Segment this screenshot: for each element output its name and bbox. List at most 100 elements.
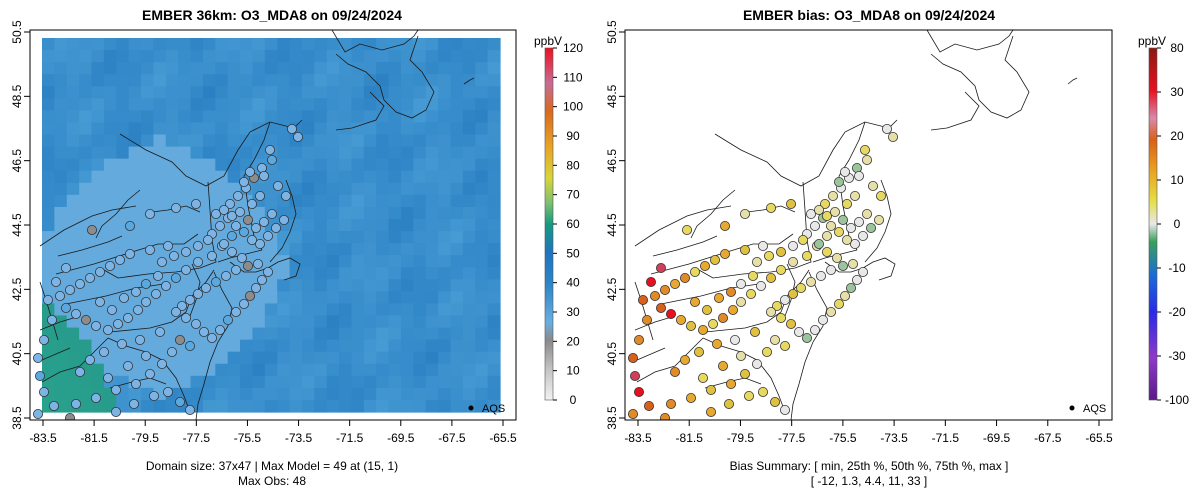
bias-site-marker <box>780 294 791 305</box>
model-grid-cell <box>79 327 93 341</box>
model-grid-cell <box>438 363 452 377</box>
model-grid-cell <box>425 86 439 99</box>
model-grid-cell <box>388 38 402 51</box>
model-grid-cell <box>413 375 427 389</box>
model-grid-cell <box>462 243 476 256</box>
model-grid-cell <box>289 146 303 160</box>
model-grid-cell <box>252 303 266 317</box>
site-marker <box>130 286 141 297</box>
model-grid-cell <box>400 339 414 353</box>
bias-site-marker <box>748 270 759 281</box>
model-grid-cell <box>128 206 142 220</box>
site-marker <box>184 340 195 351</box>
model-grid-cell <box>487 218 501 232</box>
model-grid-cell <box>264 122 278 136</box>
bias-site-marker <box>682 224 693 235</box>
model-grid-cell <box>487 327 501 341</box>
site-marker <box>33 352 44 363</box>
x-tick-label: -65.5 <box>1085 431 1113 445</box>
model-grid-cell <box>277 134 291 148</box>
model-grid-cell <box>103 62 117 75</box>
model-grid-cell <box>289 38 303 51</box>
bias-site-marker <box>758 240 769 251</box>
model-grid-cell <box>178 98 192 111</box>
model-grid-cell <box>487 50 501 63</box>
site-marker <box>256 274 267 285</box>
site-marker <box>87 224 98 235</box>
bias-site-marker <box>850 190 861 201</box>
model-grid-cell <box>202 267 216 280</box>
model-grid-cell <box>388 134 402 148</box>
model-grid-cell <box>165 327 179 341</box>
model-grid-cell <box>227 50 241 63</box>
model-grid-cell <box>314 387 328 401</box>
model-grid-cell <box>388 62 402 75</box>
model-grid-cell <box>66 206 80 220</box>
model-grid-cell <box>79 375 93 389</box>
model-grid-cell <box>79 62 93 75</box>
model-grid-cell <box>178 170 192 184</box>
right-aqs-legend-dot <box>1069 405 1075 411</box>
model-grid-cell <box>326 170 340 184</box>
model-grid-cell <box>153 86 167 99</box>
model-grid-cell <box>363 363 377 377</box>
site-marker <box>125 220 136 231</box>
site-marker <box>39 386 50 397</box>
model-grid-cell <box>462 86 476 99</box>
site-marker <box>244 290 255 301</box>
model-grid-cell <box>264 315 278 329</box>
site-marker <box>35 370 46 381</box>
model-grid-cell <box>190 134 204 148</box>
model-grid-cell <box>475 315 489 329</box>
site-marker <box>218 238 229 249</box>
bias-site-marker <box>676 314 687 325</box>
y-tick-label: 42.5 <box>10 277 24 301</box>
y-tick-label: 44.5 <box>605 213 619 237</box>
model-grid-cell <box>363 315 377 329</box>
left-x-axis: -83.5 -81.5 -79.5 -77.5 -75.5 -73.5 -71.5 -69.5… <box>29 420 517 445</box>
model-grid-cell <box>326 255 340 268</box>
model-grid-cell <box>103 194 117 208</box>
site-marker <box>264 144 275 155</box>
model-grid-cell <box>240 86 254 99</box>
model-grid-cell <box>462 122 476 136</box>
model-grid-cell <box>215 182 229 196</box>
model-grid-cell <box>215 146 229 160</box>
model-grid-cell <box>363 267 377 280</box>
model-grid-cell <box>202 122 216 136</box>
colorbar-tick-label: 50 <box>566 246 580 260</box>
bias-site-marker <box>814 204 825 215</box>
model-grid-cell <box>91 158 105 172</box>
site-marker <box>200 282 211 293</box>
bias-site-marker <box>772 300 783 311</box>
model-grid-cell <box>79 255 93 268</box>
model-grid-cell <box>153 74 167 87</box>
model-grid-cell <box>103 170 117 184</box>
site-marker <box>170 306 181 317</box>
model-grid-cell <box>425 291 439 305</box>
model-grid-cell <box>202 363 216 377</box>
model-grid-cell <box>42 158 55 172</box>
model-grid-cell <box>141 38 155 51</box>
model-grid-cell <box>141 98 155 111</box>
site-marker <box>144 244 155 255</box>
model-grid-cell <box>363 218 377 232</box>
x-tick-label: -83.5 <box>624 431 652 445</box>
model-grid-cell <box>215 291 229 305</box>
model-grid-cell <box>165 146 179 160</box>
model-grid-cell <box>487 146 501 160</box>
model-grid-cell <box>450 134 464 148</box>
x-tick-label: -83.5 <box>29 431 57 445</box>
site-marker <box>119 292 130 303</box>
model-grid-cell <box>376 218 390 232</box>
model-grid-cell <box>388 387 402 401</box>
colorbar-tick-label: -30 <box>1168 349 1186 363</box>
bias-site-marker <box>822 210 833 221</box>
model-grid-cell <box>277 279 291 292</box>
site-marker <box>184 294 195 305</box>
model-grid-cell <box>438 218 452 232</box>
model-grid-cell <box>66 146 80 160</box>
bias-site-marker <box>736 296 747 307</box>
site-marker <box>224 198 235 209</box>
model-grid-cell <box>264 291 278 305</box>
